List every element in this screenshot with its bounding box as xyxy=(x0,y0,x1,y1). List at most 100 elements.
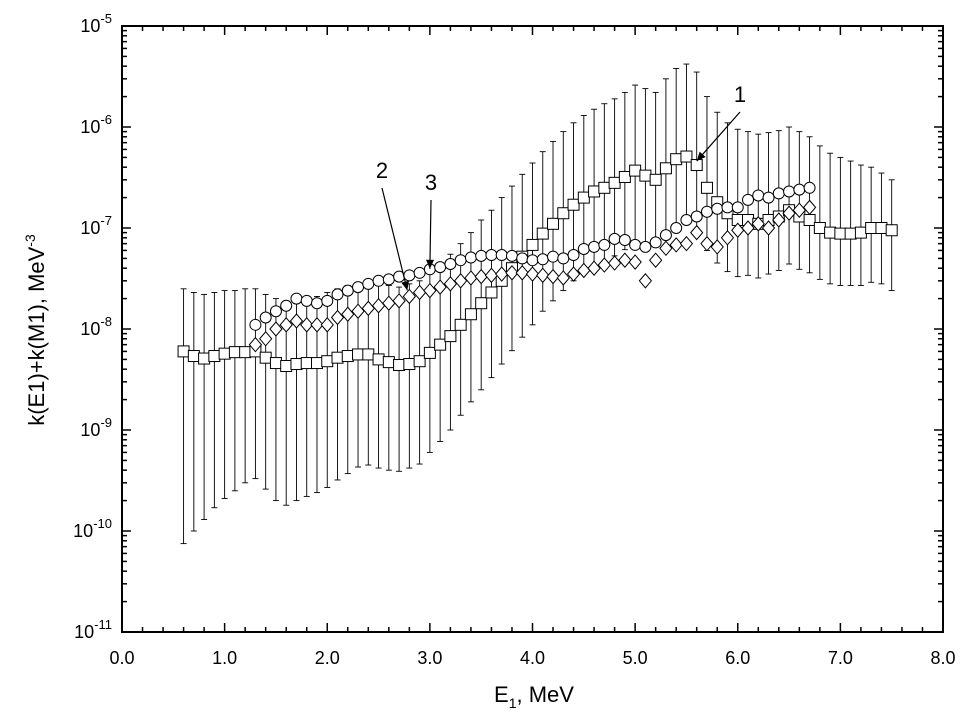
marker-diamond xyxy=(289,313,304,329)
marker-square xyxy=(813,222,826,234)
marker-square xyxy=(259,351,272,364)
x-tick-label: 2.0 xyxy=(315,648,340,668)
marker-diamond xyxy=(628,254,642,270)
marker-square xyxy=(187,350,200,363)
marker-square xyxy=(444,330,457,343)
marker-diamond xyxy=(392,293,406,309)
marker-square xyxy=(331,351,344,364)
marker-circle xyxy=(454,254,467,267)
y-tick-label: 10-5 xyxy=(80,11,112,36)
marker-square xyxy=(844,227,857,240)
marker-diamond xyxy=(566,266,581,282)
y-tick-label: 10-10 xyxy=(73,516,112,541)
marker-square xyxy=(649,173,662,186)
marker-circle xyxy=(362,277,375,290)
y-tick-label: 10-8 xyxy=(80,314,112,339)
y-tick-label: 10-7 xyxy=(80,213,112,238)
marker-diamond xyxy=(423,282,437,299)
marker-diamond xyxy=(648,252,663,268)
marker-circle xyxy=(557,252,570,265)
marker-diamond xyxy=(310,317,324,333)
marker-circle xyxy=(352,281,365,294)
marker-square xyxy=(434,338,447,351)
marker-circle xyxy=(300,294,313,307)
marker-diamond xyxy=(433,279,447,295)
annotations: 1 2 3 xyxy=(376,82,746,291)
y-tick-label: 10-6 xyxy=(80,112,112,137)
marker-diamond xyxy=(515,265,529,281)
marker-circle xyxy=(280,299,293,312)
marker-circle xyxy=(310,297,323,310)
marker-square xyxy=(321,355,334,368)
marker-circle xyxy=(547,250,560,263)
marker-diamond xyxy=(536,267,550,284)
marker-circle xyxy=(639,240,652,253)
marker-square xyxy=(362,348,375,361)
marker-circle xyxy=(382,273,395,286)
annotation-label: 2 xyxy=(376,158,388,183)
marker-square xyxy=(875,222,888,234)
x-axis-title-sub: 1 xyxy=(509,695,517,711)
marker-square xyxy=(310,357,323,370)
marker-diamond xyxy=(525,266,540,282)
marker-circle xyxy=(690,210,703,223)
marker-diamond xyxy=(495,266,509,282)
marker-circle xyxy=(588,240,601,253)
marker-diamond xyxy=(679,235,694,252)
marker-square xyxy=(454,318,467,331)
marker-diamond xyxy=(351,303,365,319)
marker-circle xyxy=(680,214,693,227)
marker-circle xyxy=(290,292,303,305)
x-axis-title-rest: , MeV xyxy=(517,682,575,707)
annotation-label: 1 xyxy=(734,82,746,107)
annotation-arrowhead xyxy=(426,259,435,269)
x-axis-title: E1, MeV xyxy=(494,682,574,711)
marker-diamond xyxy=(638,273,653,289)
marker-square xyxy=(854,226,867,239)
marker-square xyxy=(423,346,436,359)
marker-circle xyxy=(670,222,683,234)
marker-circle xyxy=(464,251,477,264)
marker-diamond xyxy=(412,284,427,301)
marker-circle xyxy=(516,252,529,265)
annotation-arrow xyxy=(381,187,408,291)
marker-circle xyxy=(629,238,642,251)
marker-square xyxy=(526,238,539,251)
marker-diamond xyxy=(618,252,632,268)
y-tick-label: 10-9 xyxy=(80,415,112,440)
annotation-arrowhead xyxy=(401,280,410,291)
marker-circle xyxy=(752,189,765,202)
marker-circle xyxy=(659,229,672,242)
annotation-label: 3 xyxy=(425,170,437,195)
marker-square xyxy=(824,226,837,239)
marker-circle xyxy=(434,261,447,274)
y-axis-title-main: k(E1)+k(M1), MeV xyxy=(24,246,49,425)
marker-circle xyxy=(567,249,580,262)
marker-square xyxy=(372,353,385,366)
marker-diamond xyxy=(248,336,263,353)
marker-square xyxy=(557,207,570,220)
marker-square xyxy=(598,181,611,194)
marker-diamond xyxy=(341,306,355,323)
marker-circle xyxy=(505,249,518,262)
marker-circle xyxy=(495,249,508,262)
annotation-arrowhead xyxy=(696,151,706,162)
x-axis-title-main: E xyxy=(494,682,509,707)
marker-diamond xyxy=(772,212,786,228)
marker-circle xyxy=(598,238,611,251)
marker-square xyxy=(352,348,365,361)
marker-square xyxy=(680,150,693,163)
marker-square xyxy=(393,359,406,372)
marker-square xyxy=(577,191,590,204)
marker-diamond xyxy=(402,288,417,305)
marker-diamond xyxy=(546,268,560,285)
marker-diamond xyxy=(802,199,817,216)
y-tick-label: 10-11 xyxy=(74,617,112,642)
marker-square xyxy=(290,358,303,371)
marker-diamond xyxy=(792,202,806,218)
marker-square xyxy=(218,347,231,360)
marker-diamond xyxy=(607,255,622,271)
marker-diamond xyxy=(782,205,796,222)
marker-diamond xyxy=(269,321,283,337)
